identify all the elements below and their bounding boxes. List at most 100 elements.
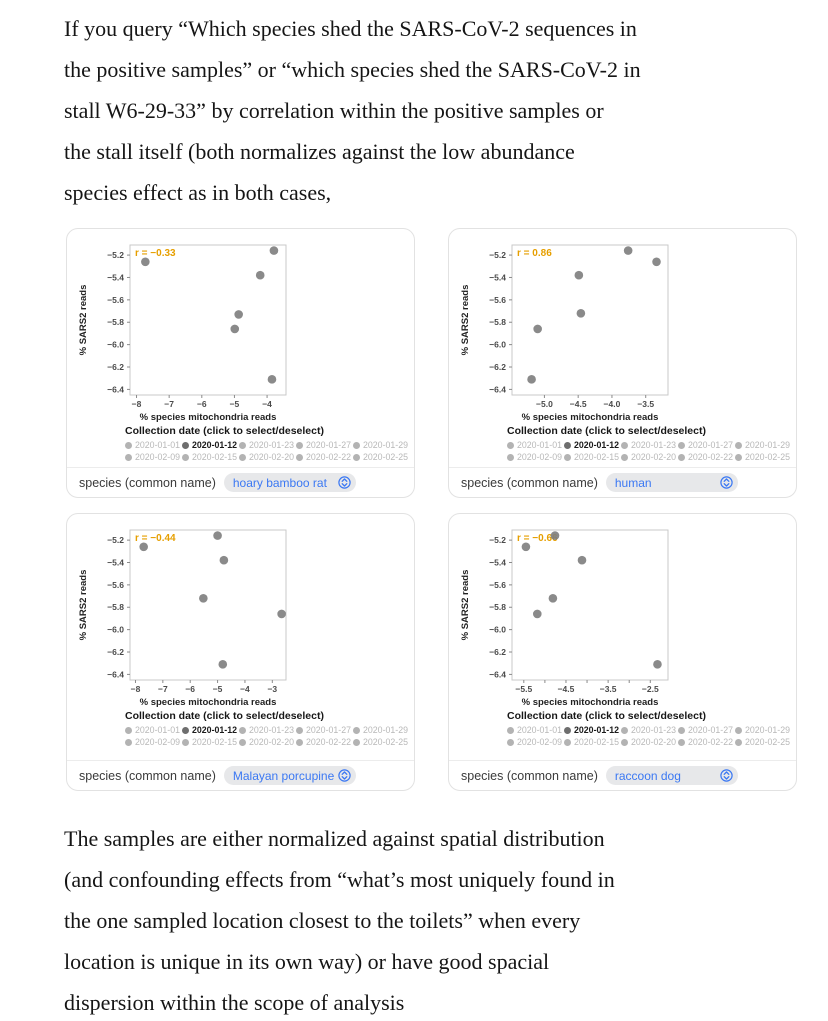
collection-date-toggle[interactable]: 2020-02-15 xyxy=(182,737,239,747)
collection-date-toggle[interactable]: 2020-02-25 xyxy=(353,452,410,462)
svg-text:−6.4: −6.4 xyxy=(107,669,124,679)
collection-date-toggle[interactable]: 2020-02-25 xyxy=(735,452,792,462)
date-label: 2020-02-22 xyxy=(306,452,351,462)
collection-date-toggle[interactable]: 2020-01-23 xyxy=(621,725,678,735)
date-dot-icon xyxy=(296,453,303,461)
species-select[interactable]: hoary bamboo rat xyxy=(223,473,356,492)
collection-date-toggle[interactable]: 2020-01-29 xyxy=(353,440,410,450)
x-axis-label: % species mitochondria reads xyxy=(522,697,659,708)
data-point xyxy=(521,542,531,552)
collection-date-toggle[interactable]: 2020-02-22 xyxy=(678,452,735,462)
date-label: 2020-01-23 xyxy=(631,440,676,450)
x-axis-label: % species mitochondria reads xyxy=(140,697,277,708)
correlation-annotation: r = −0.66 xyxy=(517,533,558,544)
svg-text:−6.2: −6.2 xyxy=(489,647,506,657)
date-dot-icon xyxy=(735,738,742,746)
date-dot-icon xyxy=(621,738,628,746)
date-label: 2020-01-29 xyxy=(745,725,790,735)
species-select[interactable]: raccoon dog xyxy=(605,766,738,785)
collection-date-toggle[interactable]: 2020-01-23 xyxy=(621,440,678,450)
collection-date-toggle[interactable]: 2020-02-20 xyxy=(621,452,678,462)
collection-date-toggle[interactable]: 2020-01-29 xyxy=(735,440,792,450)
svg-text:−5.8: −5.8 xyxy=(489,602,506,612)
text-line: location is unique in its own way) or ha… xyxy=(64,949,550,974)
collection-date-toggle[interactable]: 2020-01-01 xyxy=(125,725,182,735)
collection-date-toggle[interactable]: 2020-01-01 xyxy=(125,440,182,450)
svg-text:−6.2: −6.2 xyxy=(107,362,124,372)
collection-date-toggle[interactable]: 2020-02-15 xyxy=(564,452,621,462)
species-select[interactable]: Malayan porcupine xyxy=(223,766,356,785)
collection-date-toggle[interactable]: 2020-01-29 xyxy=(353,725,410,735)
data-point xyxy=(219,555,229,565)
legend-title: Collection date (click to select/deselec… xyxy=(125,425,324,437)
collection-date-toggle[interactable]: 2020-01-27 xyxy=(678,725,735,735)
panel-hoary-bamboo-rat: −5.2 −5.4 −5.6 −5.8 −6.0 −6.2 −6.4 −8 −7 −6 −5 −4 % … xyxy=(66,228,415,498)
collection-date-legend: Collection date (click to select/deselec… xyxy=(507,710,796,747)
collection-date-toggle[interactable]: 2020-02-25 xyxy=(353,737,410,747)
species-row: species (common name) Malayan porcupine xyxy=(67,760,414,790)
collection-date-toggle[interactable]: 2020-02-15 xyxy=(564,737,621,747)
collection-date-toggle[interactable]: 2020-01-23 xyxy=(239,725,296,735)
data-point xyxy=(199,593,208,603)
svg-text:−5.4: −5.4 xyxy=(107,557,124,567)
svg-text:−6.4: −6.4 xyxy=(107,384,124,394)
legend-title: Collection date (click to select/deselec… xyxy=(507,425,706,437)
data-point xyxy=(548,593,558,603)
text-line: (and confounding effects from “what’s mo… xyxy=(64,867,615,892)
collection-date-toggle[interactable]: 2020-02-22 xyxy=(296,452,353,462)
text-line: the one sampled location closest to the … xyxy=(64,908,581,933)
data-point xyxy=(218,660,228,669)
date-dot-icon xyxy=(735,726,742,734)
collection-date-toggle[interactable]: 2020-01-29 xyxy=(735,725,792,735)
date-label: 2020-02-15 xyxy=(192,452,237,462)
collection-date-toggle[interactable]: 2020-02-09 xyxy=(507,737,564,747)
date-dot-icon xyxy=(564,726,571,734)
collection-date-toggle[interactable]: 2020-01-12 xyxy=(182,440,239,450)
data-point xyxy=(652,257,661,267)
collection-date-legend: Collection date (click to select/deselec… xyxy=(125,710,414,747)
collection-date-toggle[interactable]: 2020-01-01 xyxy=(507,725,564,735)
collection-date-toggle[interactable]: 2020-02-09 xyxy=(125,452,182,462)
collection-date-toggle[interactable]: 2020-02-25 xyxy=(735,737,792,747)
date-dot-icon xyxy=(239,726,246,734)
collection-date-toggle[interactable]: 2020-02-22 xyxy=(296,737,353,747)
collection-date-toggle[interactable]: 2020-01-27 xyxy=(296,440,353,450)
collection-date-toggle[interactable]: 2020-02-09 xyxy=(125,737,182,747)
collection-date-toggle[interactable]: 2020-02-22 xyxy=(678,737,735,747)
date-dot-icon xyxy=(507,441,514,449)
collection-date-toggle[interactable]: 2020-02-20 xyxy=(239,737,296,747)
collection-date-toggle[interactable]: 2020-02-09 xyxy=(507,452,564,462)
collection-date-toggle[interactable]: 2020-01-27 xyxy=(296,725,353,735)
date-dot-icon xyxy=(182,453,189,461)
collection-date-toggle[interactable]: 2020-02-15 xyxy=(182,452,239,462)
collection-date-toggle[interactable]: 2020-02-20 xyxy=(621,737,678,747)
collection-date-toggle[interactable]: 2020-01-01 xyxy=(507,440,564,450)
collection-date-toggle[interactable]: 2020-01-23 xyxy=(239,440,296,450)
y-axis-label: % SARS2 reads xyxy=(78,285,89,356)
svg-text:−5.5: −5.5 xyxy=(515,684,532,694)
species-row: species (common name) human xyxy=(449,467,796,497)
date-dot-icon xyxy=(678,441,685,449)
text-line: If you query “Which species shed the SAR… xyxy=(64,16,637,41)
data-point xyxy=(532,609,542,619)
collection-date-toggle[interactable]: 2020-01-12 xyxy=(564,440,621,450)
species-select-value: raccoon dog xyxy=(614,768,681,783)
species-select-label: species (common name) xyxy=(79,475,216,490)
date-dot-icon xyxy=(296,441,303,449)
collection-date-toggle[interactable]: 2020-01-12 xyxy=(182,725,239,735)
date-label: 2020-01-01 xyxy=(517,725,562,735)
outro-paragraph: The samples are either normalized agains… xyxy=(64,818,615,1021)
svg-text:−3.5: −3.5 xyxy=(637,399,654,409)
date-label: 2020-02-15 xyxy=(192,737,237,747)
collection-date-toggle[interactable]: 2020-01-27 xyxy=(678,440,735,450)
species-select[interactable]: human xyxy=(605,473,738,492)
svg-text:−5.4: −5.4 xyxy=(489,272,506,282)
date-label: 2020-01-12 xyxy=(192,725,237,735)
collection-date-toggle[interactable]: 2020-02-20 xyxy=(239,452,296,462)
date-dot-icon xyxy=(296,726,303,734)
date-label: 2020-01-27 xyxy=(688,440,733,450)
date-label: 2020-01-23 xyxy=(249,440,294,450)
svg-text:−6: −6 xyxy=(197,399,207,409)
date-label: 2020-02-25 xyxy=(363,452,408,462)
collection-date-toggle[interactable]: 2020-01-12 xyxy=(564,725,621,735)
